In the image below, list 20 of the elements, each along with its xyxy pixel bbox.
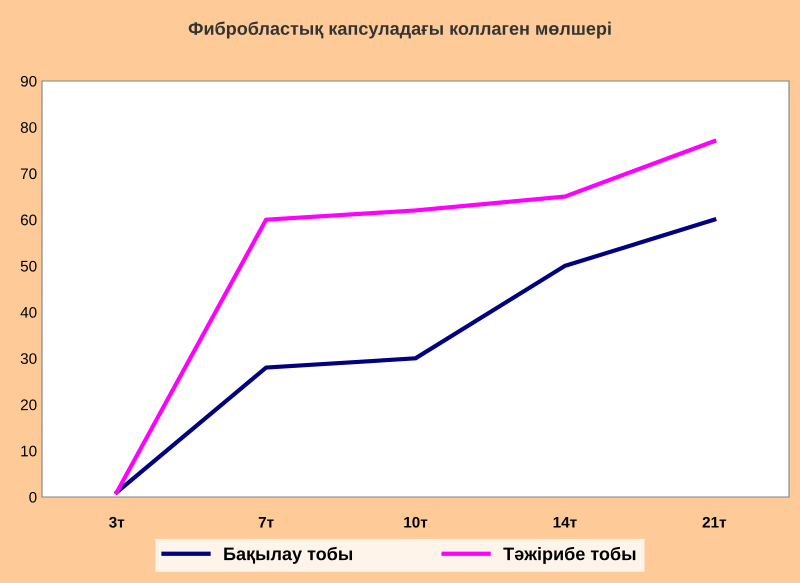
legend-label: Бақылау тобы — [224, 546, 352, 564]
line-series — [114, 218, 716, 494]
x-tick-label: 21т — [702, 516, 726, 528]
chart-title: Фибробластық капсуладағы коллаген мөлшері — [188, 22, 611, 38]
y-tick-label: 10 — [21, 446, 37, 456]
line-series — [114, 139, 716, 494]
y-tick-label: 70 — [20, 168, 37, 180]
x-tick-label: 7т — [258, 517, 274, 528]
y-tick-label: 40 — [20, 306, 37, 318]
y-tick-label: 0 — [29, 492, 37, 503]
x-tick-label: 14т — [554, 517, 577, 528]
y-tick-label: 80 — [20, 122, 37, 133]
y-tick-label: 60 — [20, 214, 37, 226]
x-tick-label: 10т — [404, 516, 428, 528]
legend-label: Тәжірибе тобы — [503, 546, 636, 564]
y-tick-label: 20 — [20, 399, 37, 410]
y-tick-label: 30 — [20, 353, 37, 364]
y-tick-label: 50 — [20, 260, 37, 272]
x-tick-label: 3т — [109, 516, 124, 528]
y-tick-label: 90 — [20, 76, 37, 87]
